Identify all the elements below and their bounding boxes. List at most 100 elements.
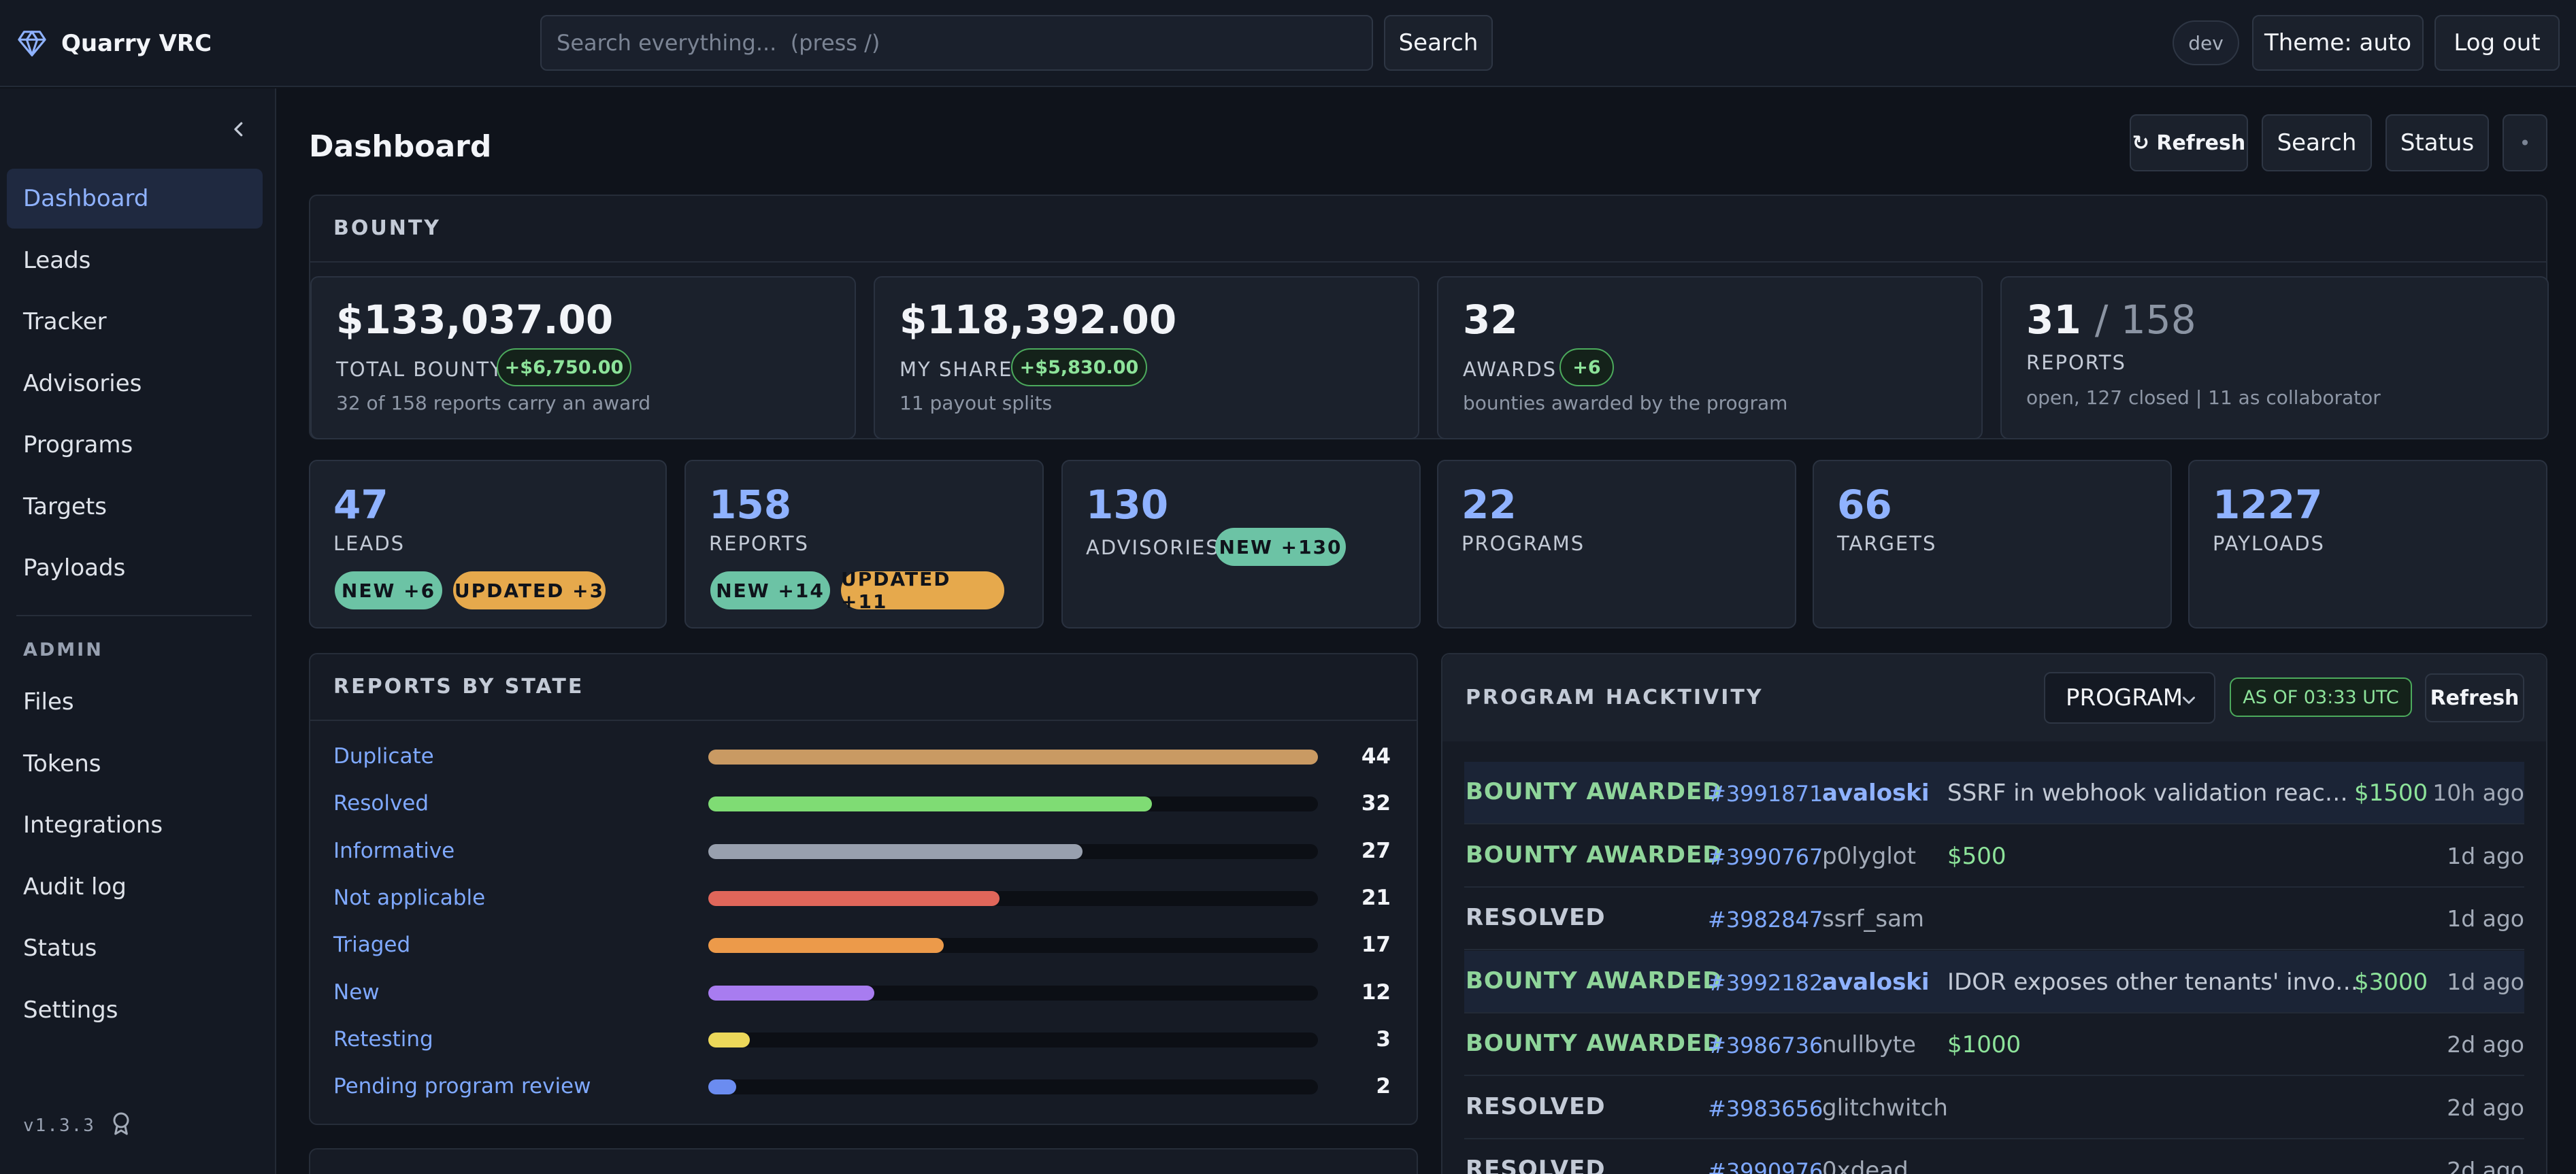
- hacktivity-row[interactable]: BOUNTY AWARDED #3990767 p0lyglot $500 1d ago: [1464, 825, 2524, 888]
- state-link-pending-program-review[interactable]: Pending program review: [333, 1074, 591, 1099]
- hacktivity-row[interactable]: RESOLVED #3983656 glitchwitch 2d ago: [1464, 1077, 2524, 1139]
- award-icon[interactable]: [108, 1110, 135, 1137]
- reporter-username[interactable]: avaloski: [1822, 779, 1930, 807]
- report-id-link[interactable]: #3991871: [1708, 781, 1823, 807]
- targets-label: TARGETS: [1837, 532, 1937, 555]
- sidebar-item-settings[interactable]: Settings: [23, 996, 118, 1024]
- hacktivity-row[interactable]: BOUNTY AWARDED #3986736 nullbyte $1000 2d ag…: [1464, 1013, 2524, 1076]
- state-count: 44: [1361, 744, 1391, 769]
- status-button[interactable]: Status: [2385, 114, 2489, 171]
- reporter-username[interactable]: ssrf_sam: [1822, 905, 1925, 933]
- state-link-duplicate[interactable]: Duplicate: [333, 744, 434, 769]
- activity-kind: BOUNTY AWARDED: [1466, 841, 1723, 869]
- sidebar-item-tracker[interactable]: Tracker: [23, 308, 107, 335]
- hacktivity-row[interactable]: RESOLVED #3982847 ssrf_sam 1d ago: [1464, 888, 2524, 950]
- refresh-button[interactable]: ↻ Refresh: [2130, 114, 2248, 171]
- chevron-left-icon[interactable]: [229, 119, 249, 139]
- sidebar-item-payloads[interactable]: Payloads: [23, 554, 126, 582]
- state-bar: [708, 1032, 750, 1047]
- page-search-button[interactable]: Search: [2262, 114, 2372, 171]
- state-count: 2: [1376, 1074, 1391, 1099]
- report-id-link[interactable]: #3982847: [1708, 907, 1823, 933]
- activity-kind: RESOLVED: [1466, 904, 1606, 931]
- report-id-link[interactable]: #3990976: [1708, 1158, 1823, 1174]
- sidebar-item-advisories[interactable]: Advisories: [23, 369, 142, 397]
- payloads-label: PAYLOADS: [2213, 532, 2325, 555]
- total-bounty-card[interactable]: $133,037.00 TOTAL BOUNTY +$6,750.00 32 o…: [310, 276, 856, 439]
- state-bar: [708, 1079, 736, 1095]
- targets-stat-card[interactable]: 66 TARGETS: [1813, 460, 2172, 628]
- state-link-not-applicable[interactable]: Not applicable: [333, 885, 486, 910]
- reporter-username[interactable]: p0lyglot: [1822, 842, 1916, 870]
- state-bar-track: [708, 796, 1318, 812]
- sidebar-item-tokens[interactable]: Tokens: [23, 750, 101, 777]
- report-id-link[interactable]: #3990767: [1708, 843, 1823, 870]
- theme-toggle-button[interactable]: Theme: auto: [2252, 15, 2424, 71]
- state-link-informative[interactable]: Informative: [333, 838, 455, 863]
- chevron-down-icon: [2183, 697, 2195, 704]
- leads-label: LEADS: [333, 532, 406, 555]
- programs-stat-card[interactable]: 22 PROGRAMS: [1437, 460, 1796, 628]
- sidebar-item-programs[interactable]: Programs: [23, 431, 133, 458]
- leads-new-badge: NEW +6: [335, 571, 442, 609]
- global-search-button[interactable]: Search: [1384, 15, 1493, 71]
- report-id-link[interactable]: #3986736: [1708, 1033, 1823, 1058]
- hacktivity-row[interactable]: BOUNTY AWARDED #3992182 avaloski IDOR expos…: [1464, 950, 2524, 1013]
- sidebar-item-leads[interactable]: Leads: [23, 246, 91, 274]
- report-title[interactable]: IDOR exposes other tenants' invoice ...: [1947, 968, 2362, 996]
- awards-card[interactable]: 32 AWARDS +6 bounties awarded by the pro…: [1437, 276, 1983, 439]
- report-id-link[interactable]: #3992182: [1708, 969, 1823, 996]
- reporter-username[interactable]: glitchwitch: [1822, 1094, 1948, 1122]
- state-link-triaged[interactable]: Triaged: [333, 933, 411, 958]
- leads-stat-card[interactable]: 47 LEADS NEW +6 UPDATED +3: [309, 460, 667, 628]
- sidebar-item-status[interactable]: Status: [23, 935, 97, 962]
- activity-time: 2d ago: [2447, 1157, 2524, 1174]
- sidebar-item-files[interactable]: Files: [23, 688, 74, 716]
- hacktivity-filter-select[interactable]: PROGRAM: [2044, 672, 2215, 724]
- environment-badge: dev: [2173, 20, 2239, 65]
- activity-time: 1d ago: [2447, 968, 2524, 995]
- panel-divider: [310, 261, 2546, 263]
- leads-updated-badge: UPDATED +3: [453, 571, 606, 609]
- top-header: Quarry VRC Search dev Theme: auto Log ou…: [0, 0, 2576, 87]
- reports-updated-badge: UPDATED +11: [841, 568, 1004, 613]
- reporter-username[interactable]: avaloski: [1822, 968, 1930, 996]
- hacktivity-row[interactable]: RESOLVED #3990976 0xdead 2d ago: [1464, 1139, 2524, 1174]
- my-share-card[interactable]: $118,392.00 MY SHARE +$5,830.00 11 payou…: [874, 276, 1419, 439]
- hacktivity-refresh-button[interactable]: Refresh: [2425, 673, 2524, 722]
- sidebar-item-integrations[interactable]: Integrations: [23, 811, 163, 839]
- report-id-link[interactable]: #3983656: [1708, 1095, 1823, 1122]
- hacktivity-row[interactable]: BOUNTY AWARDED #3991871 avaloski SSRF in we…: [1464, 762, 2524, 824]
- state-count: 12: [1361, 979, 1391, 1005]
- sidebar-item-targets[interactable]: Targets: [23, 492, 107, 520]
- reporter-username[interactable]: nullbyte: [1822, 1031, 1916, 1058]
- more-button[interactable]: •: [2503, 114, 2547, 171]
- row-divider: [1464, 1011, 2524, 1013]
- global-search-input[interactable]: [540, 15, 1373, 71]
- state-link-new[interactable]: New: [333, 979, 380, 1005]
- open-reports-card[interactable]: 31 / 158 REPORTS open, 127 closed | 11 a…: [2000, 276, 2549, 439]
- activity-kind: BOUNTY AWARDED: [1466, 967, 1723, 994]
- open-reports-label: REPORTS: [2026, 351, 2126, 374]
- row-divider: [1464, 823, 2524, 824]
- payloads-stat-card[interactable]: 1227 PAYLOADS: [2188, 460, 2547, 628]
- panel-divider: [310, 720, 1417, 721]
- sidebar-item-audit-log[interactable]: Audit log: [23, 873, 127, 901]
- logout-button[interactable]: Log out: [2434, 15, 2560, 71]
- state-bar-track: [708, 1079, 1318, 1095]
- state-count: 3: [1376, 1026, 1391, 1052]
- reports-stat-card[interactable]: 158 REPORTS NEW +14 UPDATED +11: [684, 460, 1044, 628]
- sidebar-item-dashboard[interactable]: Dashboard: [7, 169, 263, 229]
- advisories-stat-card[interactable]: 130 ADVISORIES NEW +130: [1061, 460, 1421, 628]
- brand[interactable]: Quarry VRC: [16, 24, 212, 63]
- total-reports-value: / 158: [2094, 297, 2196, 343]
- state-link-resolved[interactable]: Resolved: [333, 791, 429, 816]
- reporter-username[interactable]: 0xdead: [1822, 1157, 1909, 1174]
- activity-time: 2d ago: [2447, 1094, 2524, 1121]
- bounty-amount: $500: [1947, 842, 2007, 870]
- sidebar: Dashboard Leads Tracker Advisories Programs T…: [0, 88, 276, 1174]
- next-panel: [309, 1148, 1418, 1174]
- payloads-count: 1227: [2213, 482, 2323, 528]
- report-title[interactable]: SSRF in webhook validation reaches ...: [1947, 779, 2362, 807]
- state-link-retesting[interactable]: Retesting: [333, 1026, 433, 1052]
